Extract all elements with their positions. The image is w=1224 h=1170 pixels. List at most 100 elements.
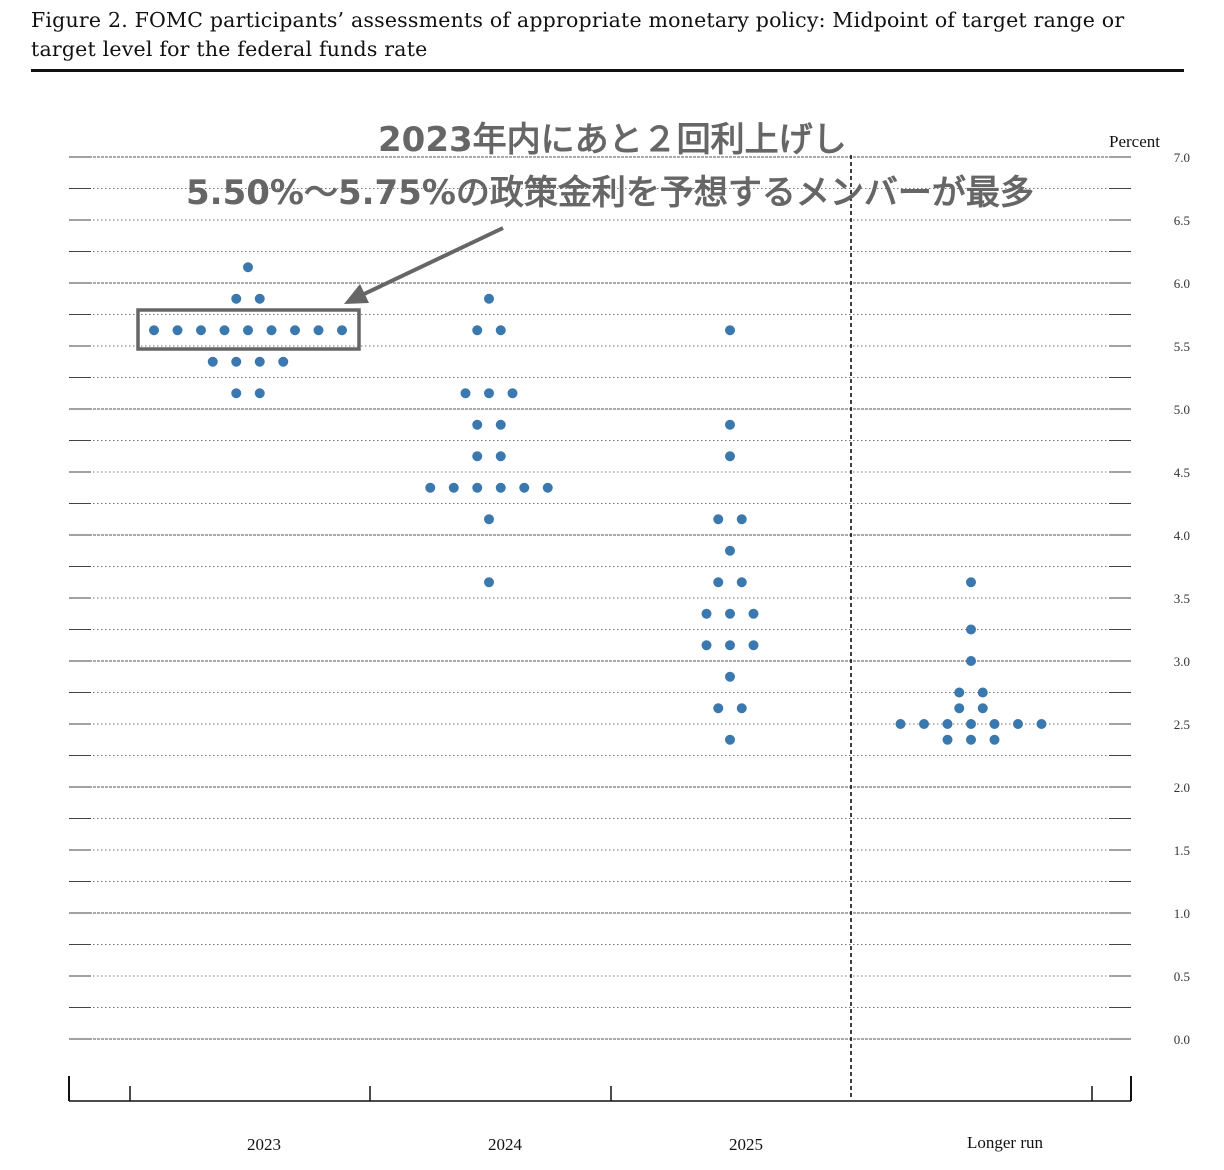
x-axis (68, 1076, 1132, 1102)
data-dot (701, 640, 712, 651)
data-dot (313, 325, 324, 336)
data-dot (736, 514, 747, 525)
data-dot (254, 356, 265, 367)
data-dot (507, 388, 518, 399)
data-dot (977, 687, 988, 698)
x-category-label: 2024 (488, 1135, 523, 1154)
data-dot (484, 293, 494, 304)
data-dot (725, 545, 735, 556)
y-axis-unit-label: Percent (1109, 132, 1160, 151)
annotation-line-1: 2023年内にあと２回利上げし (378, 120, 847, 160)
data-dot (701, 608, 712, 619)
data-dot (278, 356, 289, 367)
data-dot (725, 640, 735, 651)
gridlines (69, 156, 1131, 1040)
y-tick-label: 3.5 (1174, 591, 1190, 606)
data-dot (748, 608, 759, 619)
data-dot (542, 482, 553, 493)
data-dot (725, 671, 735, 682)
x-category-label: 2025 (729, 1135, 763, 1154)
data-dot (495, 482, 506, 493)
y-tick-label: 6.5 (1174, 213, 1190, 228)
data-dot (713, 514, 724, 525)
data-dot (472, 451, 483, 462)
data-dot (207, 356, 218, 367)
x-category-label: 2023 (247, 1135, 281, 1154)
data-dot (519, 482, 530, 493)
highlight-box (136, 308, 361, 351)
data-dot (243, 325, 253, 336)
data-dot (172, 325, 183, 336)
data-dot (472, 482, 483, 493)
data-dot (966, 656, 976, 666)
dots (149, 262, 1047, 745)
data-dot (219, 325, 230, 336)
annotation-line-2: 5.50%～5.75%の政策金利を予想するメンバーが最多 (186, 173, 1034, 213)
y-tick-label: 6.0 (1174, 276, 1190, 291)
y-tick-label: 4.0 (1174, 528, 1190, 543)
data-dot (954, 703, 965, 714)
y-tick-label: 2.5 (1174, 717, 1190, 732)
data-dot (713, 577, 724, 588)
data-dot (736, 577, 747, 588)
data-dot (243, 262, 253, 273)
data-dot (196, 325, 206, 336)
y-tick-label: 3.0 (1174, 654, 1190, 669)
y-tick-label: 4.5 (1174, 465, 1190, 480)
y-tick-label: 2.0 (1174, 780, 1190, 795)
data-dot (966, 624, 976, 635)
y-tick-label: 1.5 (1174, 843, 1190, 858)
data-dot (966, 734, 976, 745)
y-tick-label: 7.0 (1174, 150, 1190, 165)
data-dot (977, 703, 988, 714)
data-dot (495, 419, 506, 430)
x-category-labels: 2023 2024 2025 Longer run (247, 1133, 1043, 1154)
data-dot (725, 419, 735, 430)
data-dot (966, 577, 976, 588)
y-tick-label: 1.0 (1174, 906, 1190, 921)
data-dot (725, 325, 735, 336)
data-dot (942, 719, 953, 729)
data-dot (725, 608, 735, 619)
data-dot (149, 325, 159, 336)
data-dot (495, 451, 506, 462)
y-tick-label: 5.0 (1174, 402, 1190, 417)
data-dot (266, 325, 277, 336)
data-dot (989, 734, 1000, 745)
data-dot (425, 482, 436, 493)
figure-title: Figure 2. FOMC participants’ assessments… (31, 8, 1125, 61)
data-dot (472, 419, 483, 430)
data-dot (919, 719, 929, 729)
data-dot (290, 325, 300, 336)
data-dot (231, 293, 242, 304)
data-dot (989, 719, 1000, 729)
y-tick-label: 5.5 (1174, 339, 1190, 354)
y-tick-label: 0.5 (1174, 969, 1190, 984)
data-dot (954, 687, 965, 698)
data-dot (736, 703, 747, 714)
data-dot (231, 388, 242, 399)
data-dot (1013, 719, 1023, 729)
y-tick-label: 0.0 (1174, 1032, 1190, 1047)
y-tick-labels: 7.0 6.5 6.0 5.5 5.0 4.5 4.0 3.5 3.0 2.5 2.0 1.5 1.0 0… (1174, 150, 1190, 1047)
data-dot (337, 325, 347, 336)
data-dot (484, 514, 494, 525)
data-dot (713, 703, 724, 714)
x-category-label: Longer run (967, 1133, 1044, 1152)
data-dot (472, 325, 483, 336)
data-dot (748, 640, 759, 651)
title-rule (31, 69, 1184, 72)
data-dot (484, 577, 494, 588)
data-dot (942, 734, 953, 745)
data-dot (448, 482, 459, 493)
annotation-arrow (344, 226, 504, 304)
data-dot (254, 293, 265, 304)
data-dot (725, 734, 735, 745)
data-dot (895, 719, 906, 729)
data-dot (1036, 719, 1047, 729)
data-dot (460, 388, 471, 399)
data-dot (484, 388, 494, 399)
data-dot (254, 388, 265, 399)
data-dot (231, 356, 242, 367)
